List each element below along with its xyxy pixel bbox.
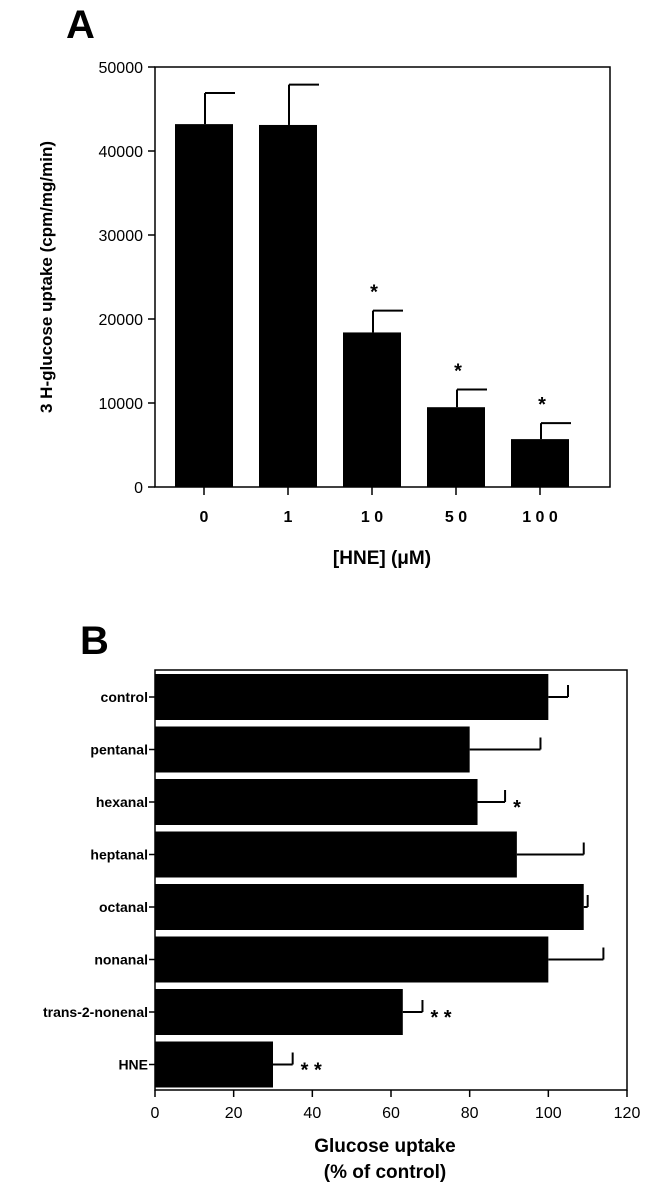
panel-a-significance-marker: * bbox=[454, 361, 462, 383]
panel-b-chart: B 0 20 40 60 80 100 120 * * * * * control pentana… bbox=[43, 619, 640, 1183]
panel-b-x-tick-label: 40 bbox=[303, 1105, 321, 1122]
panel-b-category-label: hexanal bbox=[96, 794, 148, 810]
panel-a-chart: A 0 10000 20000 30000 40000 50000 * * * 0 1 1 0 5 … bbox=[37, 3, 611, 569]
panel-b-bar bbox=[155, 674, 549, 720]
panel-b-bar bbox=[155, 989, 403, 1035]
panel-a-bar bbox=[175, 124, 233, 488]
panel-a-y-axis-label: 3 H-glucose uptake (cpm/mg/min) bbox=[37, 141, 56, 413]
panel-b-bar bbox=[155, 831, 517, 878]
panel-a-x-tick-label: 5 0 bbox=[445, 509, 467, 526]
panel-b-category-label: octanal bbox=[99, 899, 148, 915]
panel-a-x-axis-label: [HNE] (μM) bbox=[333, 548, 431, 569]
panel-b-x-tick-label: 0 bbox=[151, 1105, 160, 1122]
panel-b-significance-marker: * * bbox=[430, 1007, 451, 1029]
panel-b-x-tick-label: 120 bbox=[614, 1105, 641, 1122]
panel-b-bar bbox=[155, 1041, 273, 1088]
panel-b-category-label: pentanal bbox=[90, 742, 148, 758]
panel-b-x-axis-label-line2: (% of control) bbox=[324, 1162, 446, 1183]
panel-a-y-tick-label: 40000 bbox=[99, 144, 144, 161]
panel-b-x-axis-label: Glucose uptake bbox=[314, 1136, 456, 1157]
panel-a-y-tick-label: 50000 bbox=[99, 60, 144, 77]
panel-b-bar bbox=[155, 779, 478, 825]
panel-a-bar bbox=[427, 407, 485, 487]
panel-b-significance-marker: * * bbox=[301, 1060, 322, 1082]
panel-b-bar bbox=[155, 726, 470, 773]
panel-a-significance-marker: * bbox=[370, 282, 378, 304]
panel-b-x-tick-label: 60 bbox=[382, 1105, 400, 1122]
panel-a-y-tick-label: 30000 bbox=[99, 228, 144, 245]
panel-b-category-label: HNE bbox=[118, 1057, 148, 1073]
panel-b-letter: B bbox=[80, 619, 109, 663]
panel-b-bar bbox=[155, 936, 549, 983]
panel-a-bar bbox=[343, 332, 401, 487]
panel-a-y-tick-label: 0 bbox=[134, 480, 143, 497]
panel-b-significance-marker: * bbox=[513, 797, 521, 819]
panel-b-category-label: heptanal bbox=[90, 847, 148, 863]
panel-a-x-tick-label: 1 bbox=[284, 509, 293, 526]
panel-a-bar bbox=[511, 439, 569, 487]
panel-b-category-label: control bbox=[101, 689, 148, 705]
panel-b-x-tick-label: 20 bbox=[225, 1105, 243, 1122]
panel-b-x-tick-label: 100 bbox=[535, 1105, 562, 1122]
panel-a-y-tick-label: 20000 bbox=[99, 312, 144, 329]
panel-a-y-tick-label: 10000 bbox=[99, 396, 144, 413]
panel-a-x-tick-label: 0 bbox=[200, 509, 209, 526]
panel-a-letter: A bbox=[66, 3, 95, 47]
panel-a-x-tick-label: 1 0 0 bbox=[522, 509, 558, 526]
panel-a-bar bbox=[259, 124, 317, 488]
panel-a-x-tick-label: 1 0 bbox=[361, 509, 383, 526]
panel-b-category-label: nonanal bbox=[94, 952, 148, 968]
panel-b-category-label: trans-2-nonenal bbox=[43, 1004, 148, 1020]
panel-b-x-tick-label: 80 bbox=[461, 1105, 479, 1122]
panel-a-significance-marker: * bbox=[538, 394, 546, 416]
panel-b-bar bbox=[155, 884, 584, 930]
